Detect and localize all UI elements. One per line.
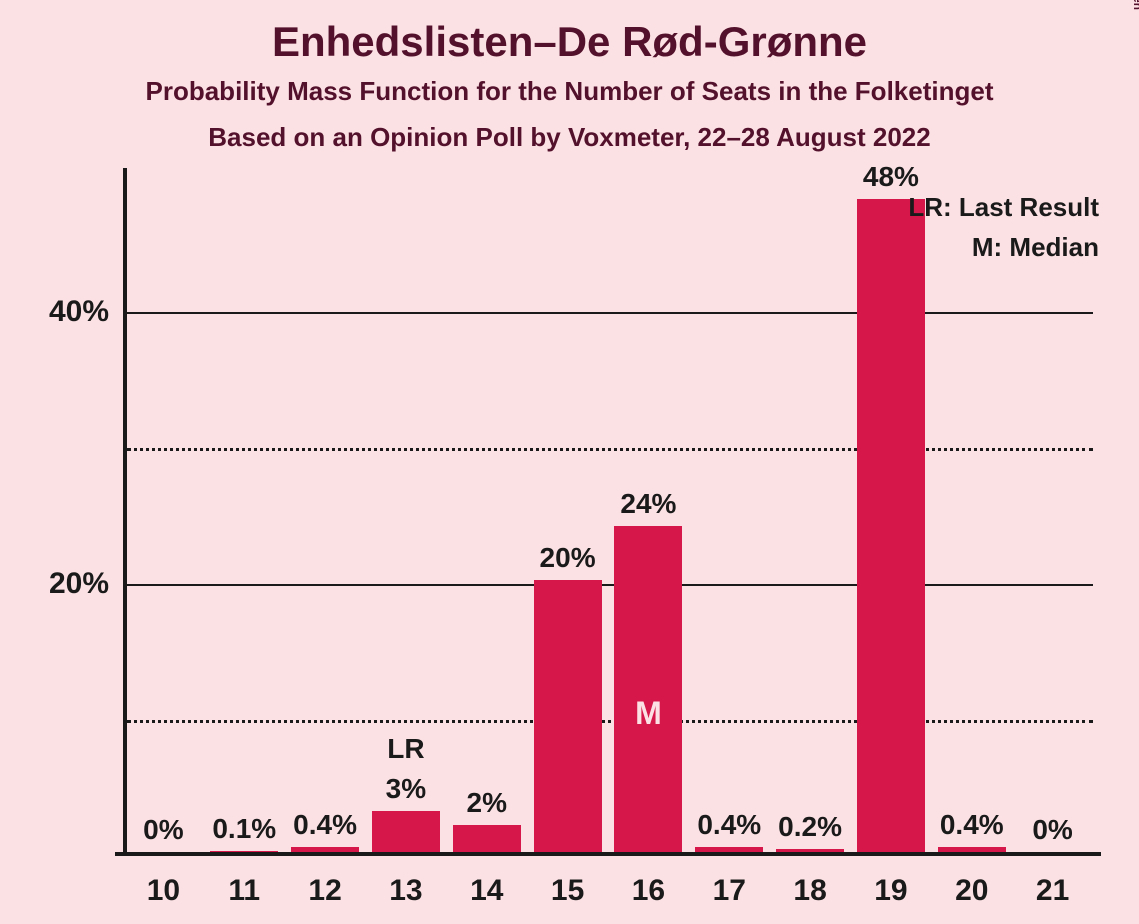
chart-title: Enhedslisten–De Rød-Grønne — [0, 18, 1139, 66]
xtick-label: 15 — [551, 874, 584, 908]
xtick-label: 10 — [147, 874, 180, 908]
xtick-label: 13 — [389, 874, 422, 908]
bar-value-label: 20% — [540, 542, 596, 574]
bar-value-label: 0.4% — [697, 809, 761, 841]
bar-value-label: 3% — [386, 773, 426, 805]
xtick-label: 12 — [308, 874, 341, 908]
gridline-major — [127, 584, 1093, 586]
bar-value-label: 0% — [1032, 814, 1072, 846]
bar — [534, 580, 602, 852]
xtick-label: 20 — [955, 874, 988, 908]
bar-value-label: 0.2% — [778, 811, 842, 843]
gridline-major — [127, 312, 1093, 314]
bar-value-label: 0.4% — [940, 809, 1004, 841]
xtick-label: 21 — [1036, 874, 1069, 908]
bar-value-label: 24% — [620, 488, 676, 520]
bar — [938, 847, 1006, 852]
bar-value-label: 0.1% — [212, 813, 276, 845]
bar — [372, 811, 440, 852]
bar-value-label: 0% — [143, 814, 183, 846]
plot-area: 0%100.1%110.4%123%LR132%1420%1524%160.4%… — [123, 176, 1093, 856]
bar — [857, 199, 925, 852]
bar — [210, 851, 278, 852]
ytick-label: 40% — [49, 295, 109, 329]
bar-value-label: 0.4% — [293, 809, 357, 841]
xtick-label: 14 — [470, 874, 503, 908]
bar — [776, 849, 844, 852]
gridline-minor — [127, 448, 1093, 451]
bar-value-label: 2% — [467, 787, 507, 819]
gridline-minor — [127, 720, 1093, 723]
bar — [453, 825, 521, 852]
legend-line: LR: Last Result — [908, 192, 1099, 223]
bar — [614, 526, 682, 852]
ytick-label: 20% — [49, 567, 109, 601]
y-axis — [123, 168, 127, 856]
copyright-label: © 2022 Filip van Laenen — [1131, 0, 1139, 10]
bar — [695, 847, 763, 852]
pmf-chart: Enhedslisten–De Rød-Grønne Probability Ma… — [0, 0, 1139, 924]
chart-subtitle-1: Probability Mass Function for the Number… — [0, 76, 1139, 107]
median-marker: M — [635, 695, 662, 732]
xtick-label: 19 — [874, 874, 907, 908]
legend-line: M: Median — [972, 232, 1099, 263]
xtick-label: 17 — [713, 874, 746, 908]
xtick-label: 18 — [793, 874, 826, 908]
xtick-label: 16 — [632, 874, 665, 908]
bar-value-label: 48% — [863, 161, 919, 193]
x-axis — [115, 852, 1101, 856]
chart-subtitle-2: Based on an Opinion Poll by Voxmeter, 22… — [0, 122, 1139, 153]
bar-annotation: LR — [387, 733, 424, 765]
bar — [291, 847, 359, 852]
xtick-label: 11 — [228, 874, 260, 908]
